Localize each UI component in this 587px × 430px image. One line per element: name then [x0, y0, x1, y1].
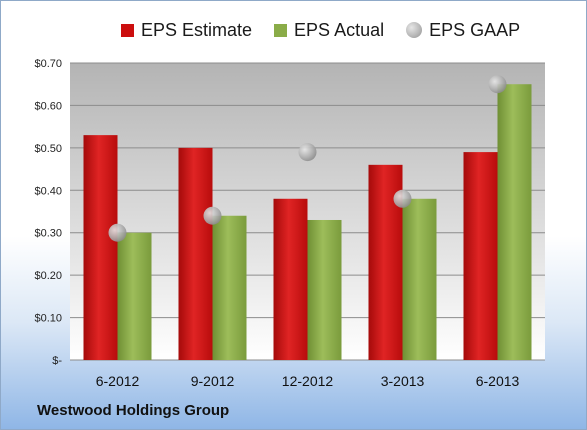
y-tick-label: $0.20	[34, 270, 62, 282]
bars	[83, 84, 532, 360]
legend-label-estimate: EPS Estimate	[141, 19, 253, 40]
bar-eps-actual	[497, 84, 532, 360]
y-tick-label: $0.30	[34, 228, 62, 240]
x-tick-label: 9-2012	[191, 373, 235, 389]
legend: EPS Estimate EPS Actual EPS GAAP	[121, 17, 542, 43]
bar-eps-estimate	[83, 135, 118, 360]
y-tick-label: $0.40	[34, 185, 62, 197]
bar-eps-actual	[212, 215, 247, 360]
gaap-markers	[108, 75, 507, 242]
marker-eps-gaap	[298, 143, 317, 162]
legend-label-gaap: EPS GAAP	[429, 19, 521, 40]
y-tick-label: $0.60	[34, 100, 62, 112]
x-tick-label: 3-2013	[381, 373, 425, 389]
legend-item-gaap: EPS GAAP	[406, 20, 520, 41]
marker-eps-gaap	[108, 223, 127, 242]
marker-eps-gaap	[203, 206, 222, 225]
marker-eps-gaap	[393, 189, 412, 208]
y-tick-label: $0.50	[34, 143, 62, 155]
legend-swatch-actual	[274, 23, 288, 37]
legend-marker-gaap	[406, 22, 423, 38]
x-tick-label: 6-2012	[96, 373, 140, 389]
y-tick-label: $-	[52, 355, 62, 367]
legend-label-actual: EPS Actual	[294, 19, 385, 40]
x-tick-label: 12-2012	[282, 373, 334, 389]
bar-eps-actual	[402, 198, 437, 360]
legend-item-actual: EPS Actual	[274, 20, 384, 41]
y-axis: $- $0.10 $0.20 $0.30 $0.40 $0.50 $0.60 $0.70	[34, 58, 62, 367]
bar-eps-estimate	[463, 152, 498, 360]
marker-eps-gaap	[488, 75, 507, 94]
bar-eps-estimate	[178, 147, 213, 360]
legend-swatch-estimate	[121, 23, 134, 37]
legend-item-estimate: EPS Estimate	[121, 20, 252, 41]
x-tick-label: 6-2013	[476, 373, 520, 389]
y-tick-label: $0.10	[34, 313, 62, 325]
x-axis: 6-2012 9-2012 12-2012 3-2013 6-2013	[96, 373, 520, 389]
bar-eps-estimate	[273, 198, 308, 360]
company-name: Westwood Holdings Group	[37, 402, 230, 419]
bar-eps-actual	[307, 219, 342, 360]
y-tick-label: $0.70	[34, 58, 62, 70]
bar-eps-actual	[117, 232, 152, 360]
